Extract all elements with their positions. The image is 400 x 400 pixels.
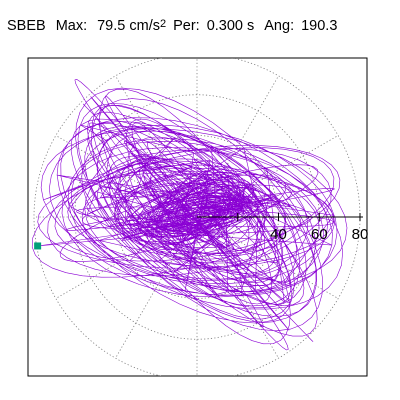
orbit-path [31, 79, 348, 351]
max-label: Max: [55, 18, 88, 34]
radial-tick-label: 40 [270, 226, 287, 243]
ang-label: Ang: [264, 18, 295, 34]
orbit-trace [31, 79, 348, 351]
per-value: 0.300 s [206, 18, 255, 34]
ang-value: 190.3 [301, 18, 338, 34]
radial-tick-label: 80 [352, 226, 369, 243]
chart-header: SBEB Max: 79.5 cm/s2 Per: 0.300 s Ang: 190.3 [7, 17, 337, 35]
max-value: 79.5 cm/s [97, 18, 160, 34]
plot-frame [27, 57, 368, 377]
per-label: Per: [173, 18, 200, 34]
station-code: SBEB [7, 18, 46, 34]
max-unit-exponent: 2 [159, 18, 167, 30]
peak-marker [34, 242, 42, 250]
radial-tick-label: 60 [311, 226, 328, 243]
radial-axis: 40 60 80 [197, 213, 368, 243]
peak-marker-layer [34, 242, 42, 250]
